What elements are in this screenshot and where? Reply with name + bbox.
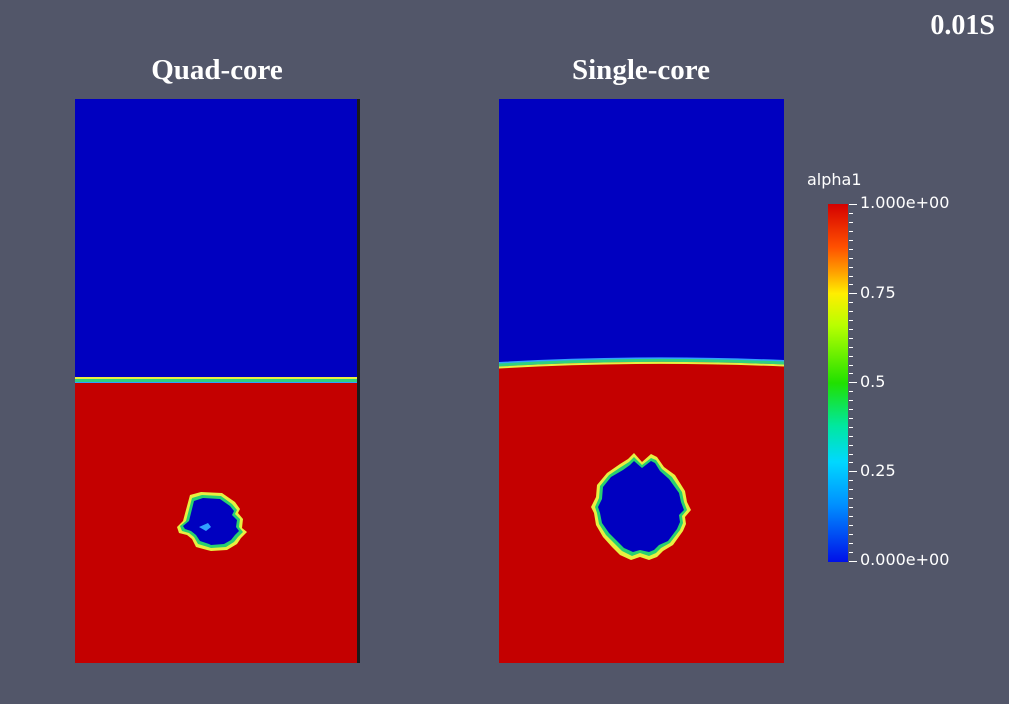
minor-tick [849, 338, 853, 339]
time-label: 0.01S [930, 10, 995, 41]
single-interface-green [499, 358, 784, 367]
minor-tick [849, 231, 853, 232]
quad-bubble-inner-mark [199, 523, 211, 531]
minor-tick [849, 436, 853, 437]
minor-tick [849, 329, 853, 330]
legend-title: alpha1 [807, 170, 862, 189]
quad-air-region [75, 99, 360, 381]
minor-tick [849, 400, 853, 401]
colorbar-tick-0 [849, 561, 857, 562]
quad-right-edge [357, 99, 360, 663]
single-air-region [499, 99, 784, 365]
minor-tick [849, 320, 853, 321]
minor-tick [849, 302, 853, 303]
colorbar-label-max: 1.000e+00 [860, 193, 950, 212]
quad-interface-line [75, 377, 360, 379]
minor-tick [849, 525, 853, 526]
minor-tick [849, 543, 853, 544]
minor-tick [849, 284, 853, 285]
minor-tick [849, 454, 853, 455]
minor-tick [849, 347, 853, 348]
colorbar-label-075: 0.75 [860, 283, 896, 302]
minor-tick [849, 258, 853, 259]
minor-tick [849, 365, 853, 366]
quad-core-title: Quad-core [151, 54, 283, 86]
colorbar-tick-025 [849, 471, 857, 472]
minor-tick [849, 213, 853, 214]
minor-tick [849, 391, 853, 392]
single-core-title: Single-core [572, 54, 710, 86]
minor-tick [849, 311, 853, 312]
minor-tick [849, 489, 853, 490]
minor-tick [849, 552, 853, 553]
single-interface-line [499, 361, 784, 369]
colorbar-label-min: 0.000e+00 [860, 550, 950, 569]
minor-tick [849, 516, 853, 517]
quad-interface-line-green [75, 379, 360, 382]
colorbar-label-05: 0.5 [860, 372, 886, 391]
single-core-field [499, 99, 784, 663]
minor-tick [849, 498, 853, 499]
minor-tick [849, 240, 853, 241]
minor-tick [849, 480, 853, 481]
minor-tick [849, 409, 853, 410]
minor-tick [849, 445, 853, 446]
minor-tick [849, 418, 853, 419]
alpha-colorbar [828, 204, 848, 562]
colorbar-label-025: 0.25 [860, 461, 896, 480]
minor-tick [849, 507, 853, 508]
minor-tick [849, 276, 853, 277]
quad-bubble [183, 498, 239, 545]
minor-tick [849, 249, 853, 250]
minor-tick [849, 222, 853, 223]
minor-tick [849, 462, 853, 463]
single-interface-blue [499, 357, 784, 364]
minor-tick [849, 267, 853, 268]
colorbar-tick-05 [849, 382, 857, 383]
colorbar-tick-1 [849, 204, 857, 205]
colorbar-tick-075 [849, 293, 857, 294]
minor-tick [849, 373, 853, 374]
minor-tick [849, 534, 853, 535]
minor-tick [849, 427, 853, 428]
quad-core-field [75, 99, 360, 663]
single-bubble [598, 461, 684, 552]
minor-tick [849, 356, 853, 357]
